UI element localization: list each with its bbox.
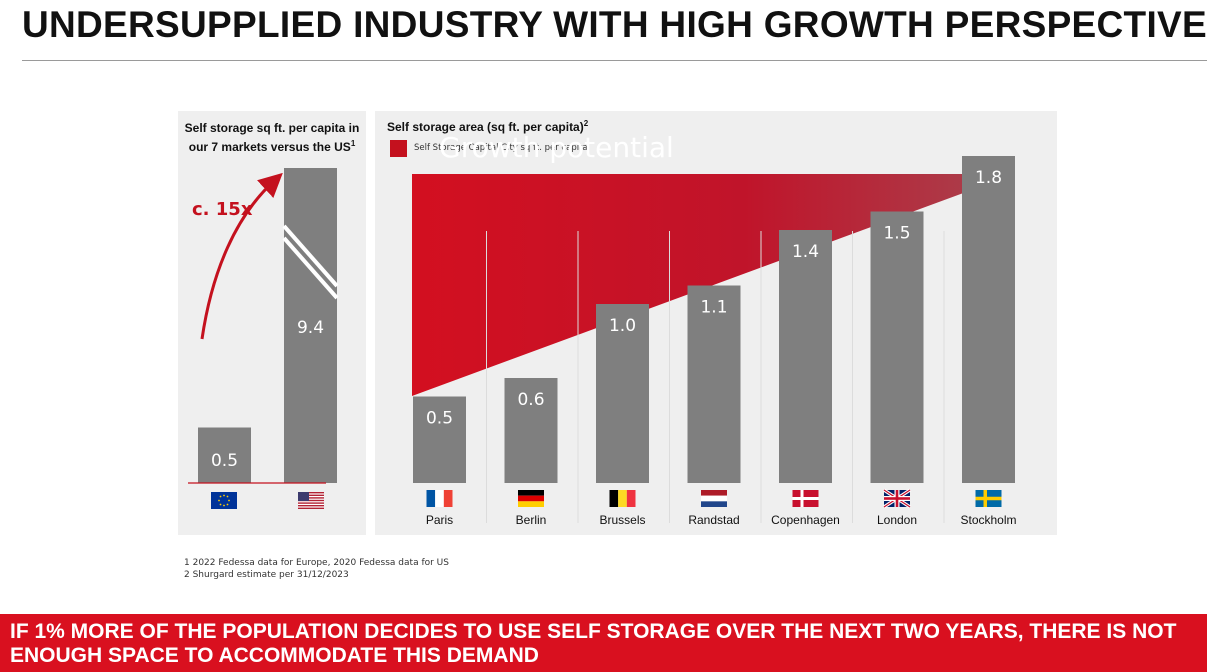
bar-randstad bbox=[687, 285, 741, 483]
france-flag bbox=[426, 490, 453, 507]
bar-eu bbox=[198, 427, 251, 483]
growth-potential-label: Growth potential bbox=[439, 131, 674, 164]
city-label-copenhagen: Copenhagen bbox=[771, 513, 840, 527]
footnote-2: 2 Shurgard estimate per 31/12/2023 bbox=[184, 570, 349, 580]
city-label-stockholm: Stockholm bbox=[960, 513, 1017, 527]
conclusion-banner-text: IF 1% MORE OF THE POPULATION DECIDES TO … bbox=[10, 620, 1177, 667]
eu-vs-us-title-line1: Self storage sq ft. per capita in bbox=[184, 121, 360, 135]
netherlands-flag bbox=[701, 490, 727, 507]
bar-paris bbox=[413, 396, 466, 483]
city-label-berlin: Berlin bbox=[515, 513, 547, 527]
footnotes: 1 2022 Fedessa data for Europe, 2020 Fed… bbox=[184, 557, 449, 581]
bar-stockholm bbox=[962, 156, 1015, 483]
bar-value-label: 0.5 bbox=[211, 451, 238, 471]
bar-value-label: 1.4 bbox=[792, 242, 819, 262]
belgium-flag bbox=[609, 490, 636, 507]
page-title: UNDERSUPPLIED INDUSTRY WITH HIGH GROWTH … bbox=[22, 4, 1207, 45]
city-chart-panel: Self storage area (sq ft. per capita)2 S… bbox=[375, 111, 1057, 535]
bar-value-label: 1.5 bbox=[883, 224, 910, 244]
bar-value-label: 1.0 bbox=[609, 316, 636, 336]
city-label-brussels: Brussels bbox=[599, 513, 646, 527]
eu-flag bbox=[211, 492, 237, 509]
city-chart-title-text: Self storage area (sq ft. per capita) bbox=[387, 120, 584, 134]
eu-vs-us-title-line2: our 7 markets versus the US bbox=[188, 140, 351, 154]
city-bar-chart: 0.5 0.6 1.0 1.1 1.4 1.5 1.8 bbox=[412, 156, 1015, 523]
growth-arrow bbox=[200, 172, 283, 340]
city-chart-title: Self storage area (sq ft. per capita)2 bbox=[387, 119, 588, 134]
bar-copenhagen bbox=[779, 230, 832, 483]
bar-berlin bbox=[504, 378, 558, 483]
city-label-london: London bbox=[876, 513, 918, 527]
uk-flag bbox=[883, 488, 911, 509]
bar-brussels bbox=[596, 304, 649, 483]
bar-value-label: 0.6 bbox=[517, 390, 544, 410]
legend-label: Self Storage Capital City sq ft. per cap… bbox=[414, 143, 588, 153]
bar-us bbox=[284, 168, 337, 483]
bar-value-label: 9.4 bbox=[297, 318, 324, 338]
bar-london bbox=[870, 211, 924, 483]
germany-flag bbox=[518, 490, 544, 507]
eu-vs-us-bar-chart: 0.5 9.4 bbox=[188, 168, 339, 509]
denmark-flag bbox=[792, 490, 819, 507]
bar-value-label: 0.5 bbox=[426, 409, 453, 429]
eu-vs-us-title-footnote-marker: 1 bbox=[350, 139, 356, 148]
title-divider bbox=[22, 60, 1207, 61]
growth-potential-wedge bbox=[412, 174, 1015, 396]
sweden-flag bbox=[975, 490, 1002, 507]
city-chart-title-footnote-marker: 2 bbox=[583, 119, 589, 128]
bar-value-label: 1.8 bbox=[975, 168, 1002, 188]
bar-value-label: 1.1 bbox=[700, 298, 727, 318]
eu-vs-us-chart-title: Self storage sq ft. per capita in our 7 … bbox=[178, 121, 366, 155]
multiplier-annotation: c. 15x bbox=[192, 199, 253, 220]
conclusion-banner: IF 1% MORE OF THE POPULATION DECIDES TO … bbox=[0, 614, 1207, 672]
us-flag bbox=[298, 492, 324, 509]
axis-break-mark bbox=[282, 224, 339, 300]
eu-vs-us-chart-panel: Self storage sq ft. per capita in our 7 … bbox=[178, 111, 366, 535]
legend-swatch bbox=[390, 140, 407, 157]
city-label-paris: Paris bbox=[425, 513, 454, 527]
city-label-randstad: Randstad bbox=[688, 513, 740, 527]
footnote-1: 1 2022 Fedessa data for Europe, 2020 Fed… bbox=[184, 558, 449, 568]
